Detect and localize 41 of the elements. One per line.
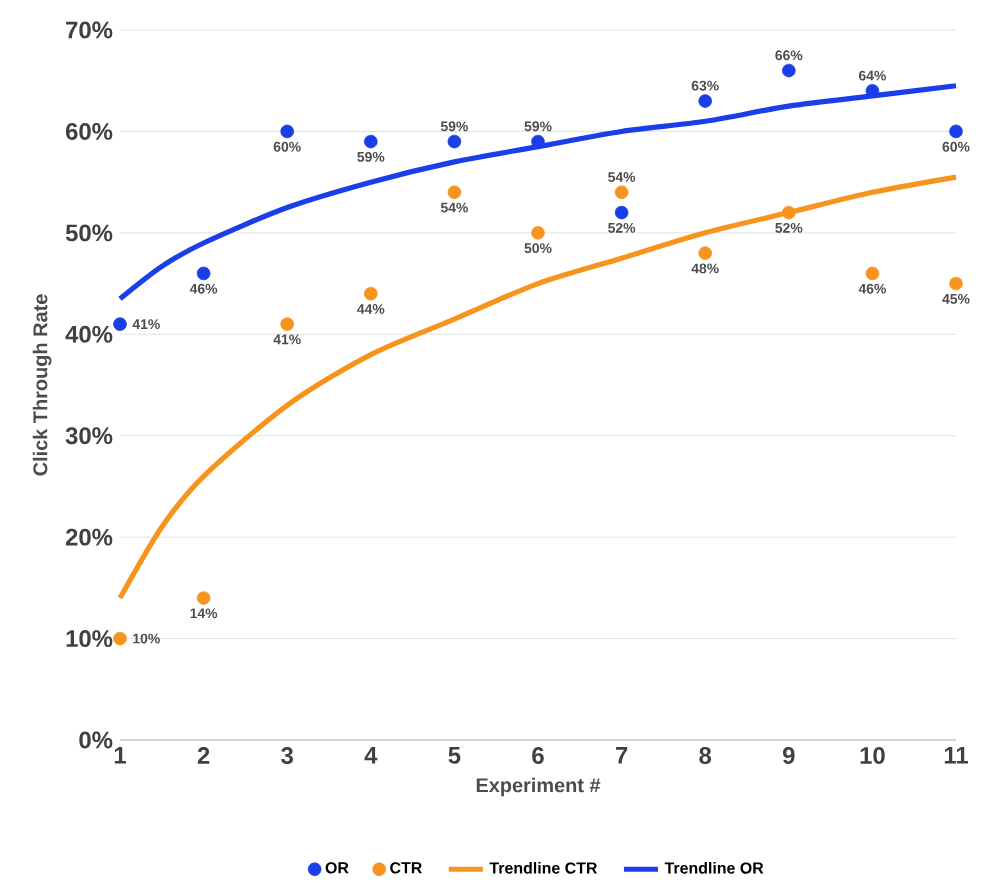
y-tick-label: 60%: [65, 122, 113, 140]
x-tick-label: 2: [197, 747, 210, 764]
y-tick-label: 30%: [65, 427, 113, 445]
x-tick-label: 4: [364, 747, 378, 764]
point: [782, 63, 796, 78]
y-tick-label: 20%: [65, 528, 113, 546]
x-tick-label: 7: [615, 747, 628, 764]
point: [196, 266, 211, 281]
point: [949, 124, 963, 139]
point: [698, 94, 712, 108]
point: [447, 185, 462, 200]
point: [280, 317, 294, 331]
point: [614, 185, 629, 200]
point: [280, 124, 294, 139]
y-tick-label: 50%: [65, 224, 113, 242]
x-tick-label: 1: [114, 747, 126, 764]
point: [447, 134, 462, 149]
x-tick-label: 6: [532, 747, 544, 764]
y-axis-title: Click Through Rate: [32, 294, 52, 476]
y-tick-label: 70%: [66, 21, 113, 39]
point: [196, 591, 211, 605]
x-tick-label: 3: [281, 747, 293, 765]
point: [865, 266, 880, 281]
point: [364, 134, 378, 149]
point: [949, 276, 963, 291]
point: [782, 205, 796, 220]
x-tick-label: 11: [944, 747, 968, 764]
x-tick-label: 10: [860, 747, 885, 764]
y-tick-label: 0%: [79, 731, 113, 749]
point: [113, 631, 127, 646]
point: [614, 205, 629, 220]
y-tick-label: 40%: [65, 325, 113, 343]
point: [364, 286, 378, 301]
y-tick-label: 10%: [66, 630, 113, 648]
point: [698, 246, 712, 260]
x-tick-label: 9: [783, 747, 795, 764]
point: [113, 317, 127, 331]
x-axis-title: Experiment #: [476, 777, 601, 797]
x-tick-label: 8: [699, 747, 712, 764]
x-tick-label: 5: [448, 747, 461, 764]
point: [531, 226, 545, 240]
